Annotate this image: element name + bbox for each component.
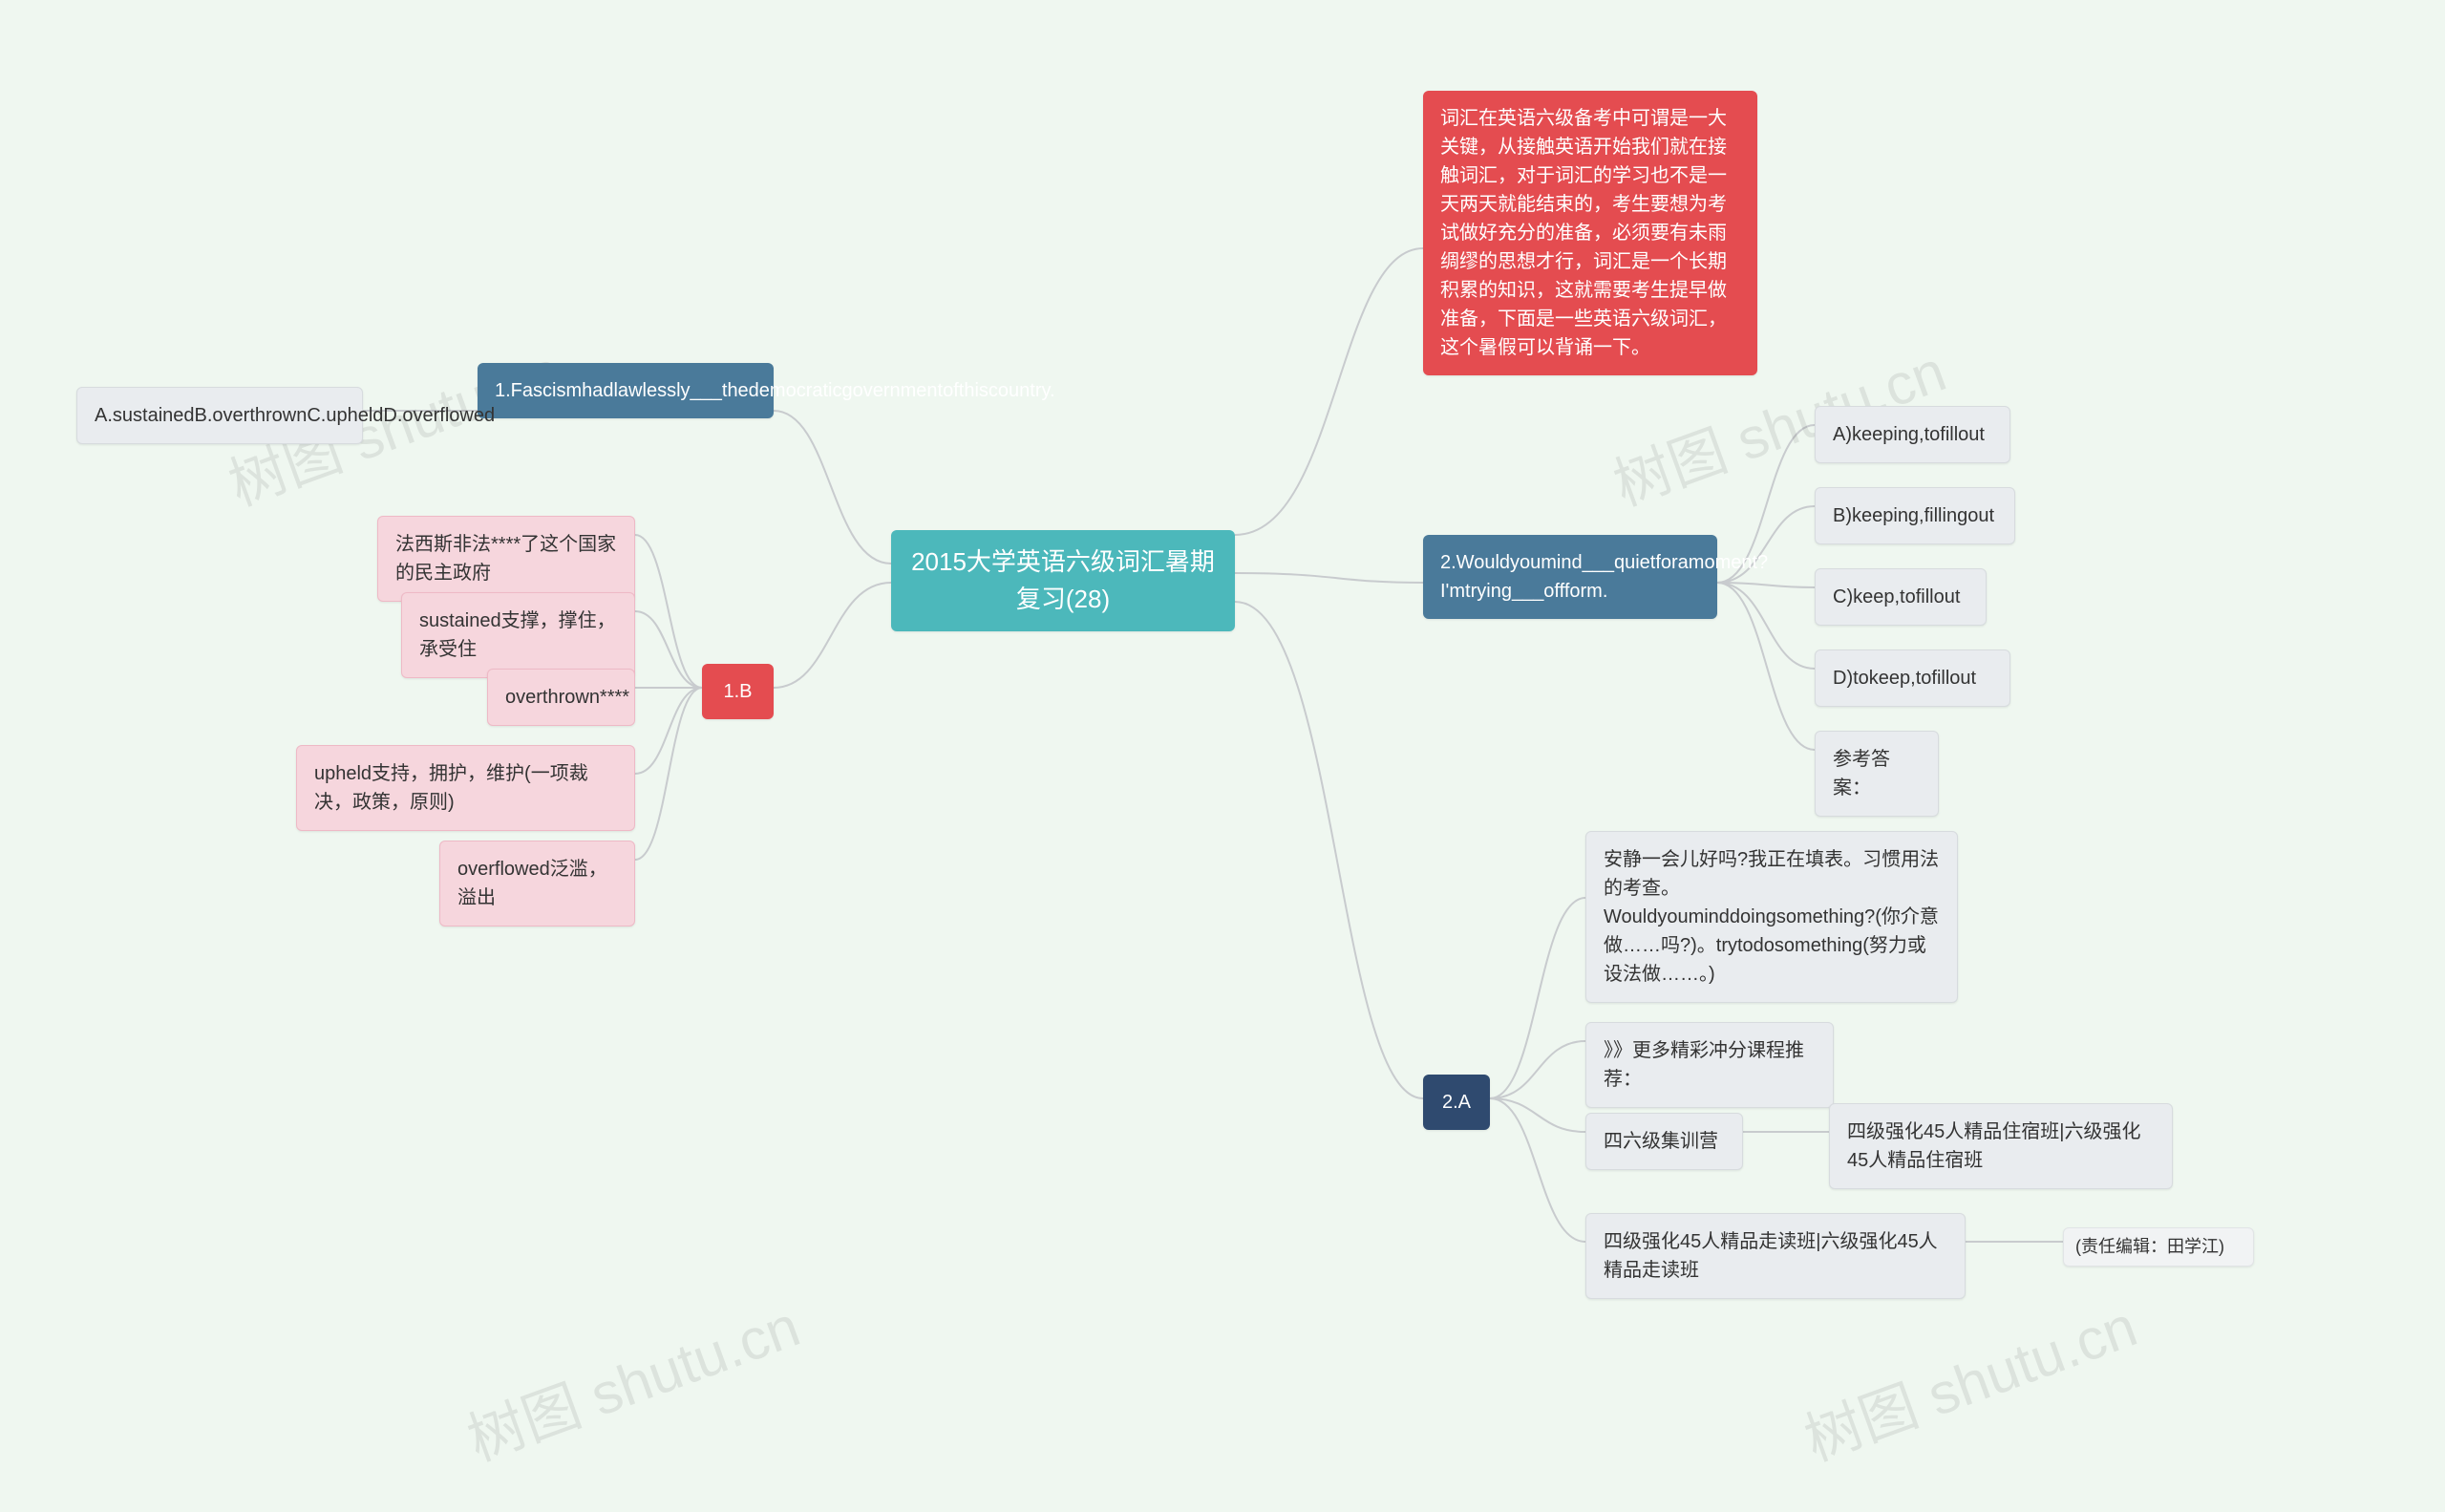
q2-opt-a[interactable]: A)keeping,tofillout — [1815, 406, 2010, 463]
q1-expl-3: upheld支持，拥护，维护(一项裁决，政策，原则) — [296, 745, 635, 831]
watermark: 树图 shutu.cn — [455, 1280, 809, 1477]
intro-node[interactable]: 词汇在英语六级备考中可谓是一大关键，从接触英语开始我们就在接触词汇，对于词汇的学… — [1423, 91, 1757, 375]
q2-expl-5: (责任编辑：田学江) — [2063, 1227, 2254, 1267]
q2-expl-3: 四级强化45人精品住宿班|六级强化45人精品住宿班 — [1829, 1103, 2173, 1189]
q2-opt-ref: 参考答案： — [1815, 731, 1939, 817]
q2-opt-d[interactable]: D)tokeep,tofillout — [1815, 650, 2010, 707]
q2-question[interactable]: 2.Wouldyoumind___quietforamoment?I'mtryi… — [1423, 535, 1717, 619]
q2-expl-1: 》》更多精彩冲分课程推荐： — [1585, 1022, 1834, 1108]
q1-expl-2: overthrown**** — [487, 669, 635, 726]
q1-expl-0: 法西斯非法****了这个国家的民主政府 — [377, 516, 635, 602]
q1-expl-4: overflowed泛滥，溢出 — [439, 841, 635, 926]
q2-expl-0: 安静一会儿好吗?我正在填表。习惯用法的考查。Wouldyouminddoings… — [1585, 831, 1958, 1003]
q2-expl-2: 四六级集训营 — [1585, 1113, 1743, 1170]
q1-expl-1: sustained支撑，撑住，承受住 — [401, 592, 635, 678]
root-node[interactable]: 2015大学英语六级词汇暑期复习(28) — [891, 530, 1235, 631]
q2-answer[interactable]: 2.A — [1423, 1075, 1490, 1130]
q2-expl-4: 四级强化45人精品走读班|六级强化45人精品走读班 — [1585, 1213, 1966, 1299]
watermark: 树图 shutu.cn — [1792, 1280, 2146, 1477]
q1-answer[interactable]: 1.B — [702, 664, 774, 719]
q2-opt-b[interactable]: B)keeping,fillingout — [1815, 487, 2015, 544]
q1-options[interactable]: A.sustainedB.overthrownC.upheldD.overflo… — [76, 387, 363, 444]
q2-opt-c[interactable]: C)keep,tofillout — [1815, 568, 1987, 626]
q1-question[interactable]: 1.Fascismhadlawlessly___thedemocraticgov… — [478, 363, 774, 418]
